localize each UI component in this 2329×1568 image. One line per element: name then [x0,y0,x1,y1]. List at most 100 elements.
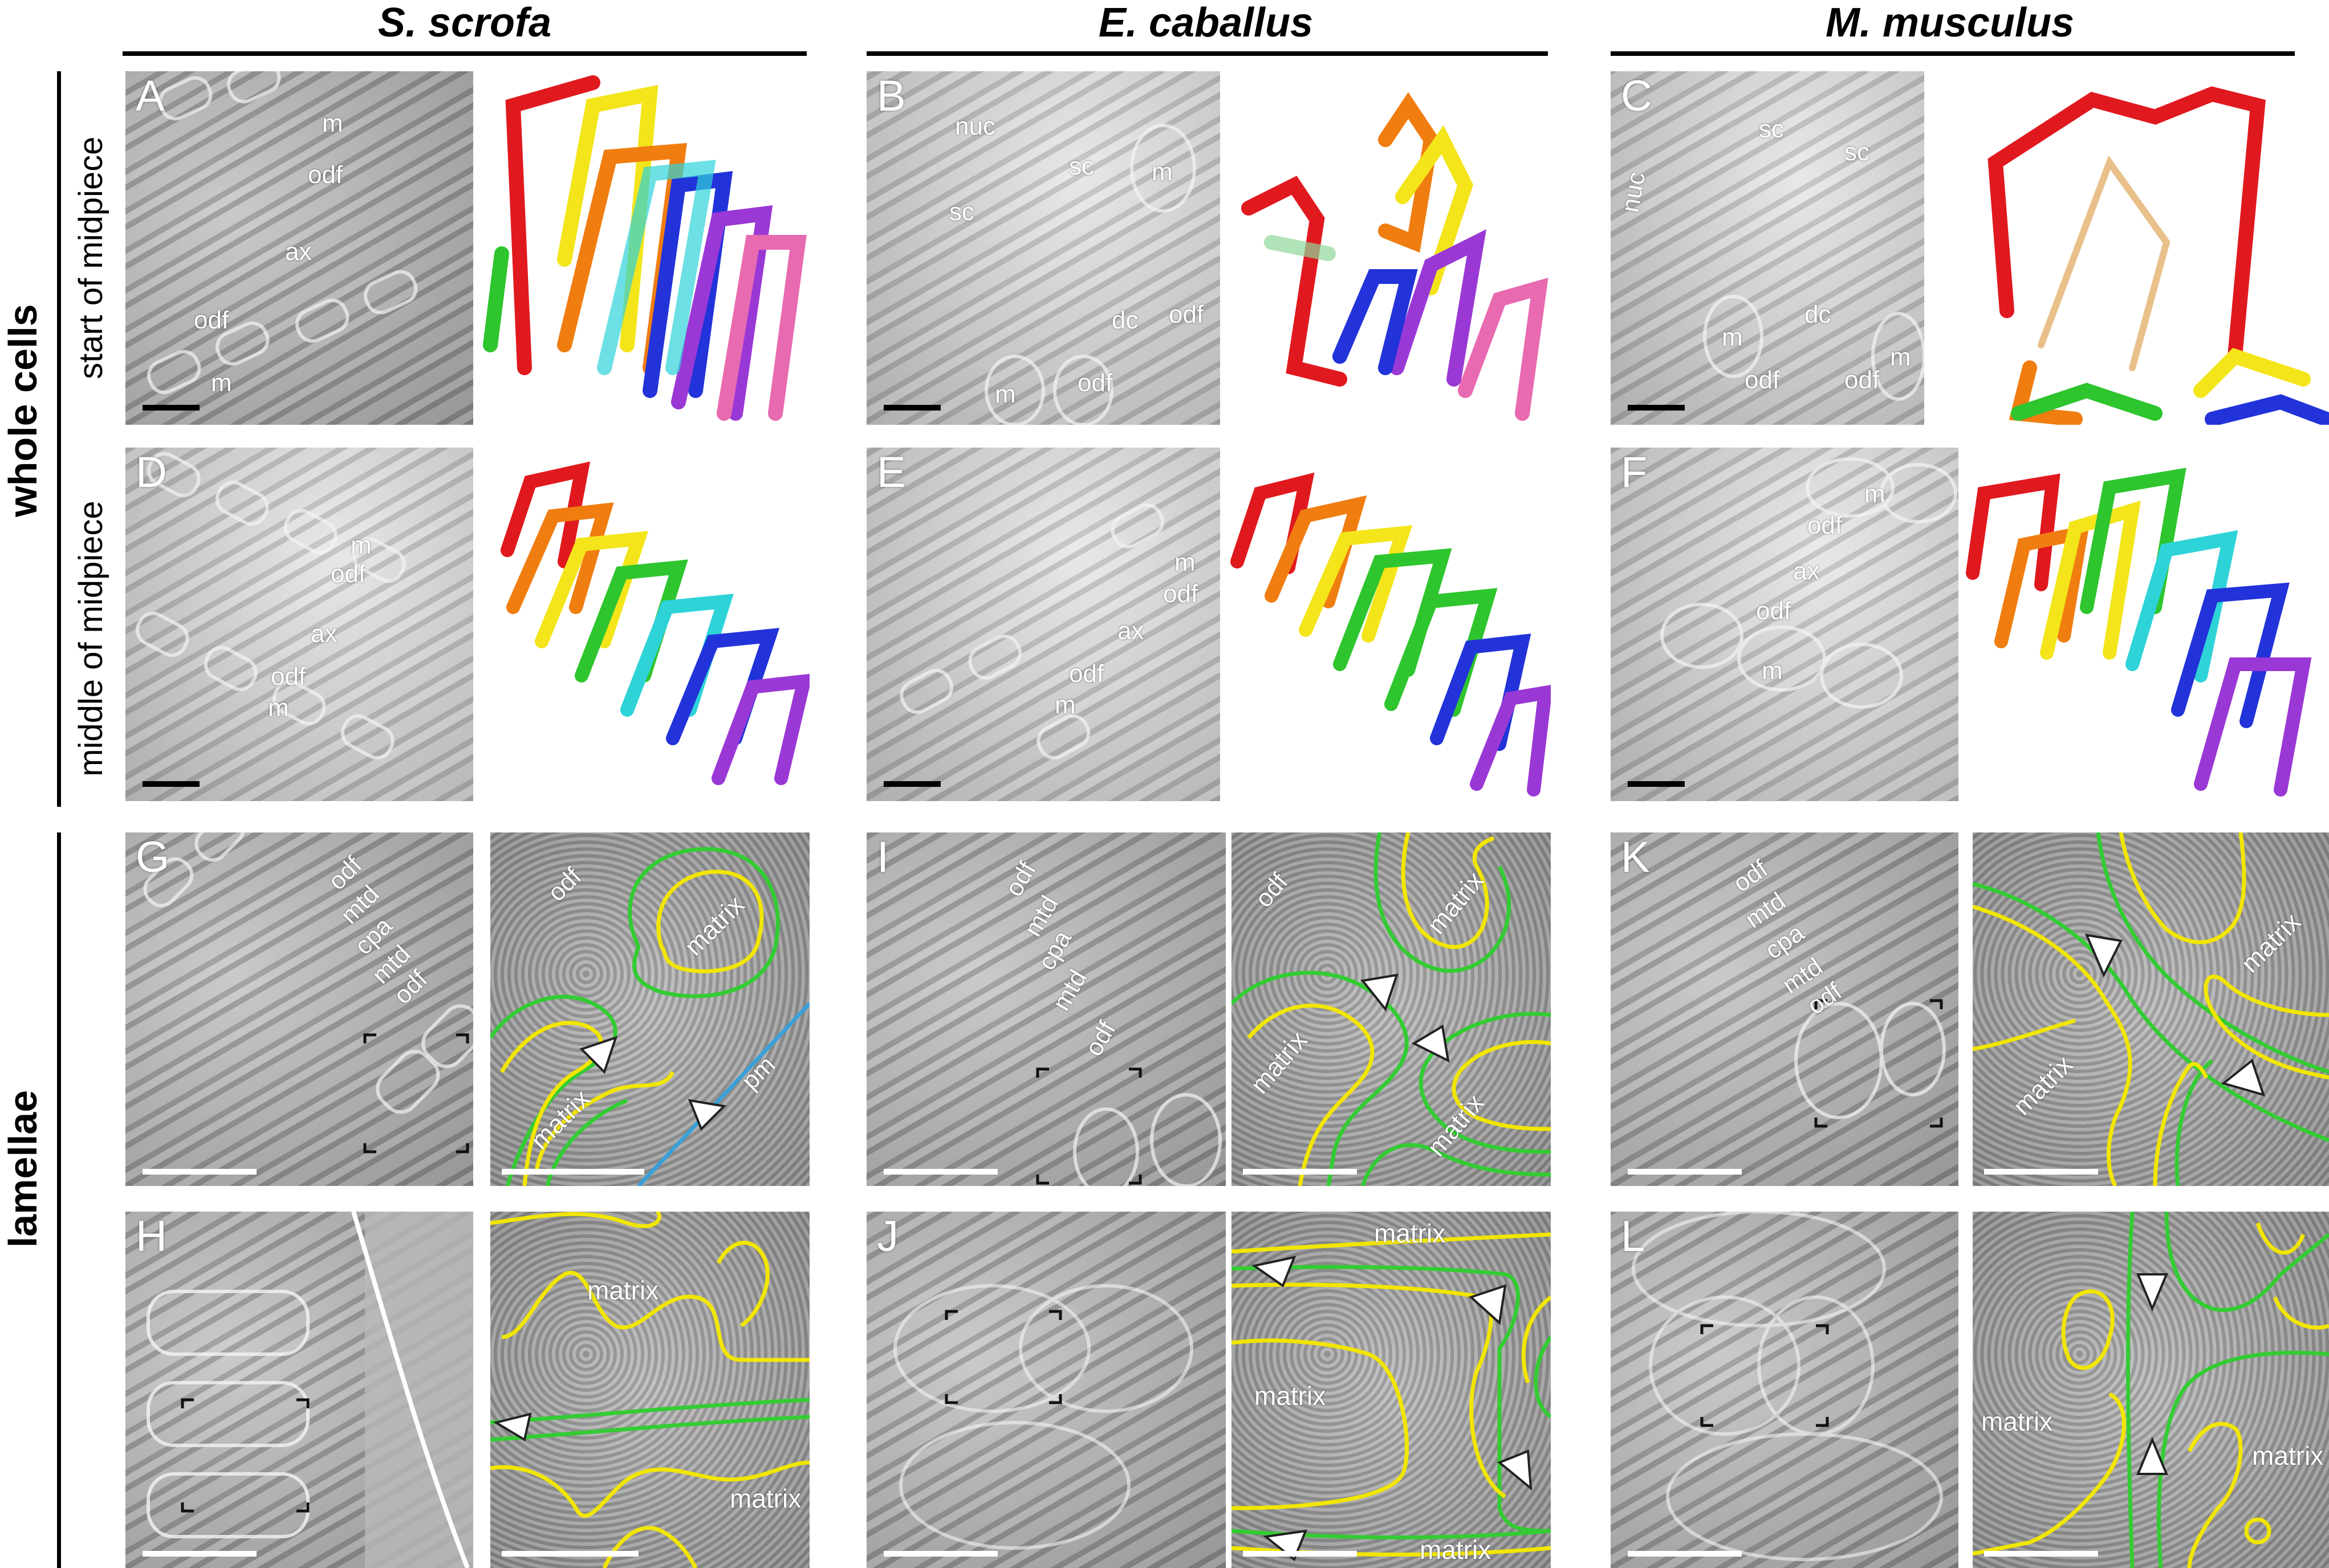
panel-j-zoom: matrix matrix matrix [1231,1212,1551,1568]
label-matrix: matrix [587,1275,659,1305]
zoom-region-box [1036,1067,1142,1185]
label-m: m [1864,480,1885,508]
species-header-scrofa: S. scrofa [377,0,552,46]
scale-bar [1243,1551,1357,1557]
panel-i-structures [1036,1067,1222,1186]
arrowhead [2084,933,2266,1096]
segmentation-render [1241,92,1548,421]
panel-letter-i: I [877,833,889,882]
panel-c-tomogram: C sc sc nuc m dc m odf odf [1611,71,1924,425]
zoom-region-box [945,1310,1062,1404]
panel-letter-d: D [136,448,167,497]
label-ax: ax [311,620,338,648]
panel-h-zoom: matrix matrix [490,1212,810,1568]
membrane-trace [490,1212,810,1568]
membrane-trace [1973,1212,2329,1568]
label-m: m [1890,343,1911,371]
scale-bar [502,1169,644,1175]
zoom-region-box [1814,999,1943,1128]
panel-j-tomogram: J [867,1212,1226,1568]
scale-bar [884,781,941,787]
arrowhead [1360,973,1450,1063]
scale-bar [1628,1169,1742,1175]
scale-bar [1628,1551,1742,1557]
group-label-whole-cells: whole cells [1,304,45,517]
label-matrix: matrix [2252,1441,2324,1470]
label-m: m [322,109,343,137]
panel-letter-e: E [877,448,906,497]
label-odf: odf [1069,660,1104,688]
panel-d-structures [135,452,406,760]
panel-f-tomogram: F m odf ax odf m [1611,448,1958,801]
segmentation-render [1230,472,1551,797]
label-odf: odf [1807,511,1843,539]
panel-c-segmentation [1961,71,2329,425]
segmentation-render [501,461,810,785]
group-label-lamellae: lamellae [1,1090,45,1248]
scale-bar [1628,405,1685,411]
panel-b-structures [985,124,1196,425]
label-dc: dc [1112,306,1139,334]
label-dc: dc [1804,300,1831,328]
membrane-trace [1231,1232,1551,1562]
panel-letter-l: L [1621,1212,1645,1261]
scale-bar [884,405,941,411]
panel-g-zoom: odf matrix matrix pm [490,832,810,1186]
arrowhead [579,1035,727,1131]
label-ax: ax [1793,557,1820,585]
label-nuc: nuc [955,112,995,140]
panel-letter-f: F [1621,448,1648,497]
scale-bar [884,1551,998,1557]
label-m: m [1055,691,1076,719]
panel-e-segmentation [1226,448,1551,801]
panel-a-segmentation [479,71,810,425]
arrowhead [1251,1256,1533,1562]
zoom-region-box [1700,1324,1829,1427]
label-odf: odf [1078,369,1113,397]
panel-letter-k: K [1621,833,1650,882]
label-m: m [1152,158,1173,186]
label-odf: odf [331,560,366,588]
segmentation-render [1966,468,2312,797]
panel-a-tomogram: A m odf ax odf m [125,71,473,425]
scale-bar [884,1169,998,1175]
panel-letter-a: A [136,72,165,120]
species-rule-caballus [867,51,1548,56]
panel-letter-g: G [136,833,170,882]
label-odf: odf [1756,597,1791,625]
panel-k-structures [1794,999,1946,1128]
panel-c-structures [1703,295,1924,401]
label-m: m [1762,657,1783,685]
panel-letter-c: C [1621,72,1652,120]
scale-bar [1628,781,1685,787]
membrane-trace [1973,832,2329,1186]
row-label-start: start of midpiece [72,136,109,379]
label-m: m [1174,549,1196,576]
label-ax: ax [285,238,312,266]
label-ax: ax [1117,617,1144,645]
arrowhead [2136,1273,2168,1475]
scale-bar [143,1169,257,1175]
species-rule-musculus [1611,51,2295,56]
label-sc: sc [949,198,974,226]
label-odf: odf [308,161,343,189]
label-odf: odf [194,306,229,334]
scale-bar [502,1551,639,1557]
panel-e-structures [900,503,1165,760]
panel-f-segmentation [1961,448,2329,801]
panel-g-tomogram: G odf mtd cpa mtd odf [125,832,473,1186]
species-header-caballus: E. caballus [1098,0,1314,46]
panel-e-tomogram: E m odf ax odf m [867,448,1220,801]
scale-bar [143,405,200,411]
label-odf: odf [1844,366,1880,394]
panel-b-segmentation [1226,71,1551,425]
segmentation-render [483,75,807,421]
label-matrix: matrix [1981,1407,2053,1436]
panel-b-tomogram: B nuc sc m sc dc odf m odf [867,71,1220,425]
panel-f-structures [1660,457,1957,709]
panel-i-tomogram: I odf mtd cpa mtd odf [867,832,1226,1186]
label-odf: odf [1163,580,1198,608]
panel-g-structures [143,832,473,1153]
label-m: m [995,380,1016,408]
zoom-region-box [363,1033,469,1153]
